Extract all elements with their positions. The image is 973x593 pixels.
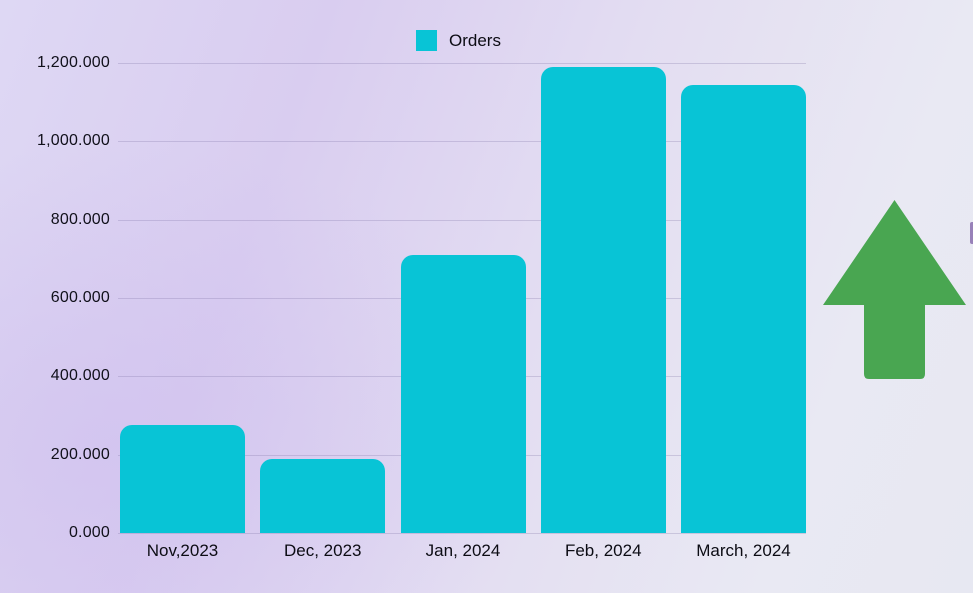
- bar-dec-2023[interactable]: [260, 459, 386, 533]
- x-category-label: March, 2024: [696, 541, 791, 560]
- y-tick-label: 1,200.000: [37, 54, 110, 71]
- x-category-label: Jan, 2024: [425, 541, 501, 560]
- clipped-edge-artifact: [970, 222, 973, 244]
- bar-jan-2024[interactable]: [400, 255, 526, 533]
- legend-item-orders[interactable]: Orders: [416, 30, 501, 51]
- gridline: [118, 141, 806, 143]
- x-category-label: Nov,2023: [146, 541, 219, 560]
- legend-swatch-icon: [416, 30, 437, 51]
- y-tick-label: 1,000.000: [37, 132, 110, 150]
- bar-march-2024[interactable]: [681, 85, 806, 533]
- bar-nov-2023[interactable]: [120, 425, 245, 533]
- y-tick-label: 0.000: [68, 524, 110, 541]
- y-tick-label: 400.000: [50, 367, 110, 385]
- y-tick-label: 200.000: [50, 445, 110, 463]
- y-tick-label: 600.000: [50, 289, 110, 306]
- up-arrow-icon: [823, 200, 966, 379]
- y-tick-label: 800.000: [50, 210, 110, 228]
- gridline: [118, 219, 806, 221]
- x-category-label: Feb, 2024: [564, 541, 642, 560]
- bar-feb-2024[interactable]: [540, 67, 666, 533]
- bar-series-orders: [120, 67, 806, 533]
- gridline: [118, 63, 806, 64]
- x-axis-category-labels: Nov,2023 Dec, 2023 Jan, 2024 Feb, 2024 March…: [120, 541, 806, 561]
- legend-label: Orders: [449, 30, 501, 50]
- x-category-label: Dec, 2023: [284, 541, 362, 560]
- gridline: [118, 533, 806, 534]
